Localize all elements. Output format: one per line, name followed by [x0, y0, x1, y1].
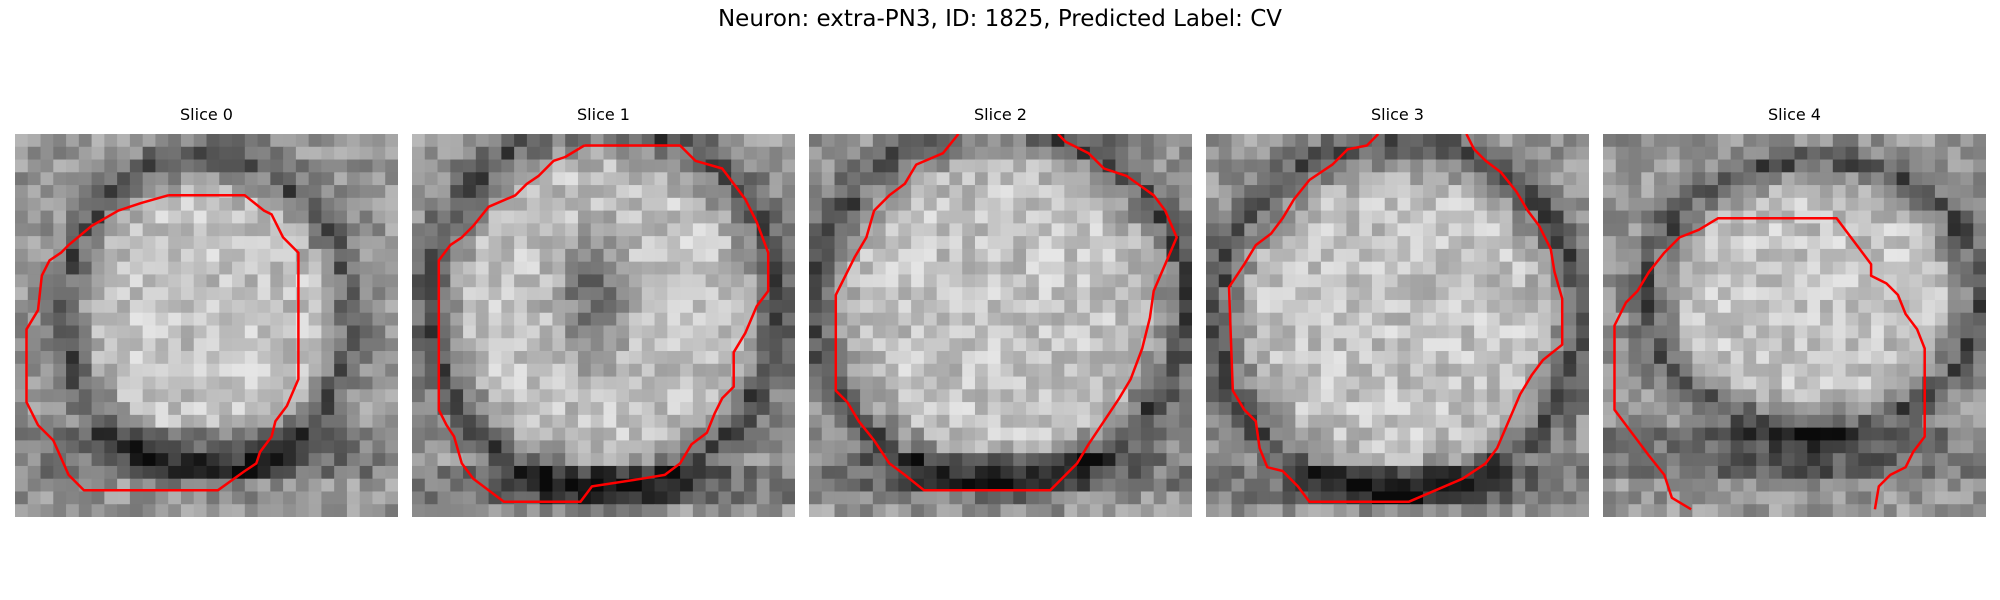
slice-image — [809, 134, 1192, 517]
segmentation-contour — [437, 144, 770, 503]
em-crop-image — [15, 134, 398, 517]
slice-title: Slice 4 — [1768, 105, 1821, 124]
slice-title: Slice 1 — [577, 105, 630, 124]
slice-title: Slice 0 — [180, 105, 233, 124]
em-crop-image — [1206, 134, 1589, 517]
slice-image — [412, 134, 795, 517]
slice-image — [15, 134, 398, 517]
segmentation-contour — [834, 134, 1178, 492]
figure-title: Neuron: extra-PN3, ID: 1825, Predicted L… — [717, 6, 1283, 32]
segmentation-contour — [1227, 134, 1564, 503]
segmentation-contour — [1613, 217, 1926, 511]
em-crop-image — [1603, 134, 1986, 517]
slice-title: Slice 3 — [1371, 105, 1424, 124]
em-crop-image — [412, 134, 795, 517]
slice-image — [1206, 134, 1589, 517]
segmentation-contour — [25, 194, 300, 492]
slice-image — [1603, 134, 1986, 517]
slice-title: Slice 2 — [974, 105, 1027, 124]
em-crop-image — [809, 134, 1192, 517]
